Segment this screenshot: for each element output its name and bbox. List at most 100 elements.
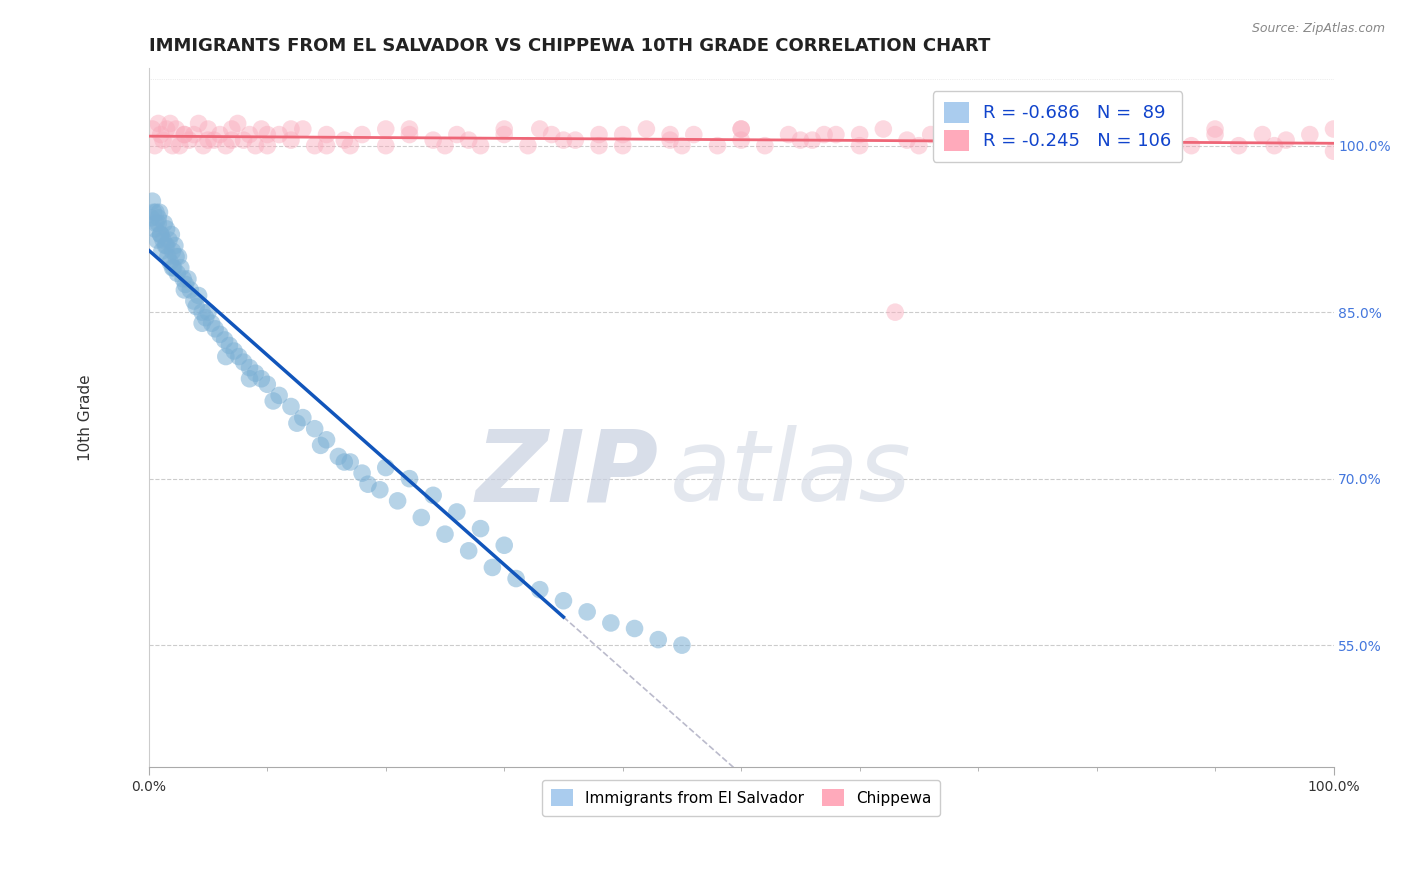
Point xyxy=(848,128,870,142)
Point xyxy=(269,388,291,402)
Point xyxy=(197,133,219,147)
Point xyxy=(1144,133,1167,147)
Point xyxy=(1299,128,1322,142)
Point xyxy=(191,305,214,319)
Point xyxy=(1085,128,1108,142)
Point xyxy=(612,138,634,153)
Point xyxy=(1180,138,1202,153)
Point xyxy=(671,638,693,652)
Point xyxy=(173,128,195,142)
Point xyxy=(221,133,243,147)
Point xyxy=(967,122,990,136)
Point xyxy=(398,122,420,136)
Text: Source: ZipAtlas.com: Source: ZipAtlas.com xyxy=(1251,22,1385,36)
Point xyxy=(730,122,752,136)
Point xyxy=(152,233,174,247)
Point xyxy=(285,416,308,430)
Point xyxy=(588,138,610,153)
Point xyxy=(148,116,170,130)
Point xyxy=(730,133,752,147)
Point xyxy=(315,138,337,153)
Point xyxy=(214,333,236,347)
Point xyxy=(1204,128,1226,142)
Point xyxy=(457,543,479,558)
Point xyxy=(141,122,163,136)
Point xyxy=(357,477,380,491)
Point xyxy=(153,216,176,230)
Point xyxy=(172,272,194,286)
Point xyxy=(564,133,586,147)
Point xyxy=(250,122,273,136)
Point xyxy=(943,138,966,153)
Point xyxy=(173,128,195,142)
Point xyxy=(1251,128,1274,142)
Point xyxy=(256,377,278,392)
Point xyxy=(374,460,396,475)
Point xyxy=(457,133,479,147)
Point xyxy=(177,272,200,286)
Point xyxy=(304,138,326,153)
Point xyxy=(505,572,527,586)
Point xyxy=(142,205,165,219)
Point xyxy=(148,211,170,225)
Point xyxy=(540,128,562,142)
Point xyxy=(1133,133,1156,147)
Point xyxy=(309,438,332,452)
Point xyxy=(706,138,728,153)
Point xyxy=(291,410,314,425)
Point xyxy=(245,366,267,380)
Point xyxy=(162,260,184,275)
Point xyxy=(553,593,575,607)
Point xyxy=(494,538,516,552)
Point xyxy=(183,128,205,142)
Point xyxy=(148,205,170,219)
Point xyxy=(208,327,231,342)
Point xyxy=(291,122,314,136)
Point xyxy=(1026,138,1049,153)
Point xyxy=(576,605,599,619)
Point xyxy=(159,255,181,269)
Point xyxy=(218,338,240,352)
Point xyxy=(179,283,201,297)
Point xyxy=(143,222,166,236)
Point xyxy=(238,128,260,142)
Point xyxy=(529,582,551,597)
Point xyxy=(245,138,267,153)
Point xyxy=(187,288,209,302)
Point xyxy=(146,233,169,247)
Point xyxy=(411,510,433,524)
Point xyxy=(232,355,254,369)
Point xyxy=(162,138,184,153)
Point xyxy=(446,128,468,142)
Point xyxy=(152,133,174,147)
Point xyxy=(197,305,219,319)
Point xyxy=(1156,128,1178,142)
Point xyxy=(191,316,214,330)
Point xyxy=(157,233,180,247)
Point xyxy=(422,488,444,502)
Point xyxy=(143,138,166,153)
Point xyxy=(529,122,551,136)
Point xyxy=(872,122,894,136)
Point xyxy=(470,138,492,153)
Point xyxy=(160,227,183,242)
Point xyxy=(215,138,238,153)
Point xyxy=(659,133,682,147)
Point xyxy=(612,128,634,142)
Point xyxy=(333,455,356,469)
Point xyxy=(169,138,191,153)
Point xyxy=(150,244,173,259)
Point xyxy=(825,128,848,142)
Point xyxy=(193,138,215,153)
Point xyxy=(315,433,337,447)
Point xyxy=(145,205,167,219)
Point xyxy=(167,250,190,264)
Point xyxy=(481,560,503,574)
Point xyxy=(339,455,361,469)
Point xyxy=(422,133,444,147)
Point xyxy=(173,283,195,297)
Point xyxy=(228,350,250,364)
Point xyxy=(1085,138,1108,153)
Point xyxy=(352,128,374,142)
Point xyxy=(636,122,658,136)
